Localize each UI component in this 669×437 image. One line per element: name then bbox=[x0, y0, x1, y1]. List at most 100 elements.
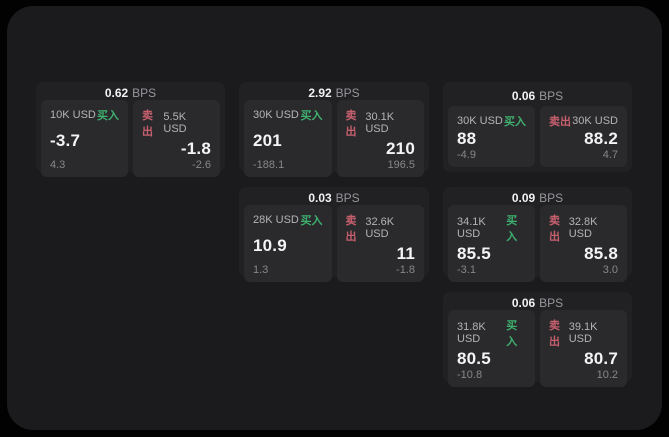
sell-price: 80.7 bbox=[584, 349, 618, 368]
sell-size-label: 39.1K USD bbox=[568, 321, 598, 345]
buy-side-tag: 买入 bbox=[97, 110, 119, 122]
buy-panel[interactable]: 10K USD 买入 -3.7 4.3 bbox=[41, 100, 128, 177]
buy-size-label: 10K USD bbox=[50, 109, 96, 121]
sell-size-label: 32.6K USD bbox=[365, 216, 395, 240]
card-header: 0.62 BPS bbox=[41, 86, 220, 100]
sell-sub-value: 196.5 bbox=[387, 159, 415, 171]
buy-price: 80.5 bbox=[457, 349, 491, 368]
buy-panel-top: 28K USD 买入 bbox=[253, 212, 323, 228]
buy-panel[interactable]: 30K USD 买入 201 -188.1 bbox=[244, 100, 332, 177]
buy-size-label: 28K USD bbox=[253, 214, 299, 226]
sell-sub-value: -1.8 bbox=[396, 264, 415, 276]
sell-panel-top: 卖出 32.8K USD bbox=[549, 212, 618, 244]
panels-row: 28K USD 买入 10.9 1.3 卖出 32.6K USD 11 -1.8 bbox=[244, 205, 424, 282]
buy-panel[interactable]: 28K USD 买入 10.9 1.3 bbox=[244, 205, 332, 282]
app-container: 0.62 BPS 10K USD 买入 -3.7 4.3 卖出 5.5K USD… bbox=[7, 6, 662, 430]
buy-size-label: 30K USD bbox=[253, 109, 299, 121]
buy-panel[interactable]: 34.1K USD 买入 85.5 -3.1 bbox=[448, 205, 535, 282]
sell-panel[interactable]: 卖出 30.1K USD 210 196.5 bbox=[336, 100, 424, 177]
sell-sub-value: 10.2 bbox=[596, 369, 618, 381]
buy-side-tag: 买入 bbox=[300, 215, 323, 227]
buy-sub-value: -3.1 bbox=[457, 264, 476, 276]
sell-panel-top: 卖出 32.6K USD bbox=[346, 212, 416, 244]
panels-row: 30K USD 买入 88 -4.9 卖出 30K USD 88.2 4.7 bbox=[448, 106, 627, 167]
sell-price: 210 bbox=[386, 139, 415, 158]
panels-row: 30K USD 买入 201 -188.1 卖出 30.1K USD 210 1… bbox=[244, 100, 424, 177]
sell-panel-top: 卖出 39.1K USD bbox=[549, 317, 618, 349]
quote-card[interactable]: 0.62 BPS 10K USD 买入 -3.7 4.3 卖出 5.5K USD… bbox=[36, 82, 225, 177]
buy-price: 10.9 bbox=[253, 236, 287, 255]
sell-price: 85.8 bbox=[584, 244, 618, 263]
buy-price: 201 bbox=[253, 131, 282, 150]
sell-price: -1.8 bbox=[180, 139, 211, 158]
sell-panel[interactable]: 卖出 39.1K USD 80.7 10.2 bbox=[540, 310, 627, 387]
buy-panel-top: 10K USD 买入 bbox=[50, 107, 119, 123]
buy-panel-top: 31.8K USD 买入 bbox=[457, 317, 526, 349]
sell-side-tag: 卖出 bbox=[345, 110, 357, 138]
bps-value: 0.09 bbox=[511, 191, 536, 205]
sell-sub-value: 4.7 bbox=[602, 149, 618, 161]
sell-price: 11 bbox=[396, 244, 415, 263]
bps-unit-label: BPS bbox=[539, 296, 564, 310]
card-header: 0.06 BPS bbox=[448, 86, 627, 106]
quote-card[interactable]: 0.03 BPS 28K USD 买入 10.9 1.3 卖出 32.6K US… bbox=[239, 187, 429, 282]
sell-side-tag: 卖出 bbox=[549, 215, 560, 243]
sell-price: 88.2 bbox=[584, 129, 618, 148]
buy-size-label: 34.1K USD bbox=[457, 216, 486, 240]
sell-side-tag: 卖出 bbox=[345, 215, 357, 243]
sell-panel[interactable]: 卖出 5.5K USD -1.8 -2.6 bbox=[133, 100, 220, 177]
quote-card[interactable]: 0.06 BPS 30K USD 买入 88 -4.9 卖出 30K USD 8… bbox=[443, 82, 632, 172]
bps-value: 0.62 bbox=[104, 86, 129, 100]
sell-side-tag: 卖出 bbox=[549, 116, 571, 128]
buy-sub-value: -188.1 bbox=[253, 159, 285, 171]
bps-unit-label: BPS bbox=[539, 191, 564, 205]
card-header: 0.03 BPS bbox=[244, 191, 424, 205]
panels-row: 34.1K USD 买入 85.5 -3.1 卖出 32.8K USD 85.8… bbox=[448, 205, 627, 282]
buy-side-tag: 买入 bbox=[504, 116, 526, 128]
buy-side-tag: 买入 bbox=[506, 320, 518, 348]
card-header: 2.92 BPS bbox=[244, 86, 424, 100]
bps-unit-label: BPS bbox=[132, 86, 157, 100]
sell-panel-top: 卖出 30.1K USD bbox=[346, 107, 416, 139]
sell-size-label: 30K USD bbox=[572, 115, 618, 127]
bps-value: 0.06 bbox=[511, 89, 536, 103]
sell-panel-top: 卖出 30K USD bbox=[549, 113, 618, 129]
buy-panel-top: 34.1K USD 买入 bbox=[457, 212, 526, 244]
sell-panel[interactable]: 卖出 32.6K USD 11 -1.8 bbox=[336, 205, 424, 282]
sell-panel-top: 卖出 5.5K USD bbox=[142, 107, 211, 139]
sell-sub-value: -2.6 bbox=[192, 159, 211, 171]
buy-sub-value: -4.9 bbox=[457, 149, 476, 161]
panels-row: 31.8K USD 买入 80.5 -10.8 卖出 39.1K USD 80.… bbox=[448, 310, 627, 387]
sell-side-tag: 卖出 bbox=[142, 110, 153, 138]
buy-sub-value: -10.8 bbox=[457, 369, 483, 381]
buy-panel-top: 30K USD 买入 bbox=[253, 107, 323, 123]
bps-value: 0.06 bbox=[511, 296, 536, 310]
sell-panel[interactable]: 卖出 30K USD 88.2 4.7 bbox=[540, 106, 627, 167]
panels-row: 10K USD 买入 -3.7 4.3 卖出 5.5K USD -1.8 -2.… bbox=[41, 100, 220, 177]
bps-unit-label: BPS bbox=[335, 86, 360, 100]
buy-side-tag: 买入 bbox=[506, 215, 518, 243]
buy-panel[interactable]: 30K USD 买入 88 -4.9 bbox=[448, 106, 535, 167]
buy-size-label: 31.8K USD bbox=[457, 321, 486, 345]
buy-price: 85.5 bbox=[457, 244, 491, 263]
buy-size-label: 30K USD bbox=[457, 115, 503, 127]
card-header: 0.06 BPS bbox=[448, 296, 627, 310]
quote-cards-grid: 0.62 BPS 10K USD 买入 -3.7 4.3 卖出 5.5K USD… bbox=[36, 82, 632, 387]
card-header: 0.09 BPS bbox=[448, 191, 627, 205]
sell-size-label: 32.8K USD bbox=[568, 216, 598, 240]
buy-price: 88 bbox=[457, 129, 477, 148]
buy-panel-top: 30K USD 买入 bbox=[457, 113, 526, 129]
sell-side-tag: 卖出 bbox=[549, 320, 560, 348]
sell-sub-value: 3.0 bbox=[602, 264, 618, 276]
bps-value: 2.92 bbox=[308, 86, 332, 100]
buy-sub-value: 1.3 bbox=[253, 264, 269, 276]
quote-card[interactable]: 0.09 BPS 34.1K USD 买入 85.5 -3.1 卖出 32.8K… bbox=[443, 187, 632, 282]
buy-price: -3.7 bbox=[50, 131, 81, 150]
quote-card[interactable]: 2.92 BPS 30K USD 买入 201 -188.1 卖出 30.1K … bbox=[239, 82, 429, 177]
bps-unit-label: BPS bbox=[539, 89, 564, 103]
bps-unit-label: BPS bbox=[335, 191, 360, 205]
bps-value: 0.03 bbox=[308, 191, 332, 205]
buy-panel[interactable]: 31.8K USD 买入 80.5 -10.8 bbox=[448, 310, 535, 387]
sell-panel[interactable]: 卖出 32.8K USD 85.8 3.0 bbox=[540, 205, 627, 282]
quote-card[interactable]: 0.06 BPS 31.8K USD 买入 80.5 -10.8 卖出 39.1… bbox=[443, 292, 632, 387]
